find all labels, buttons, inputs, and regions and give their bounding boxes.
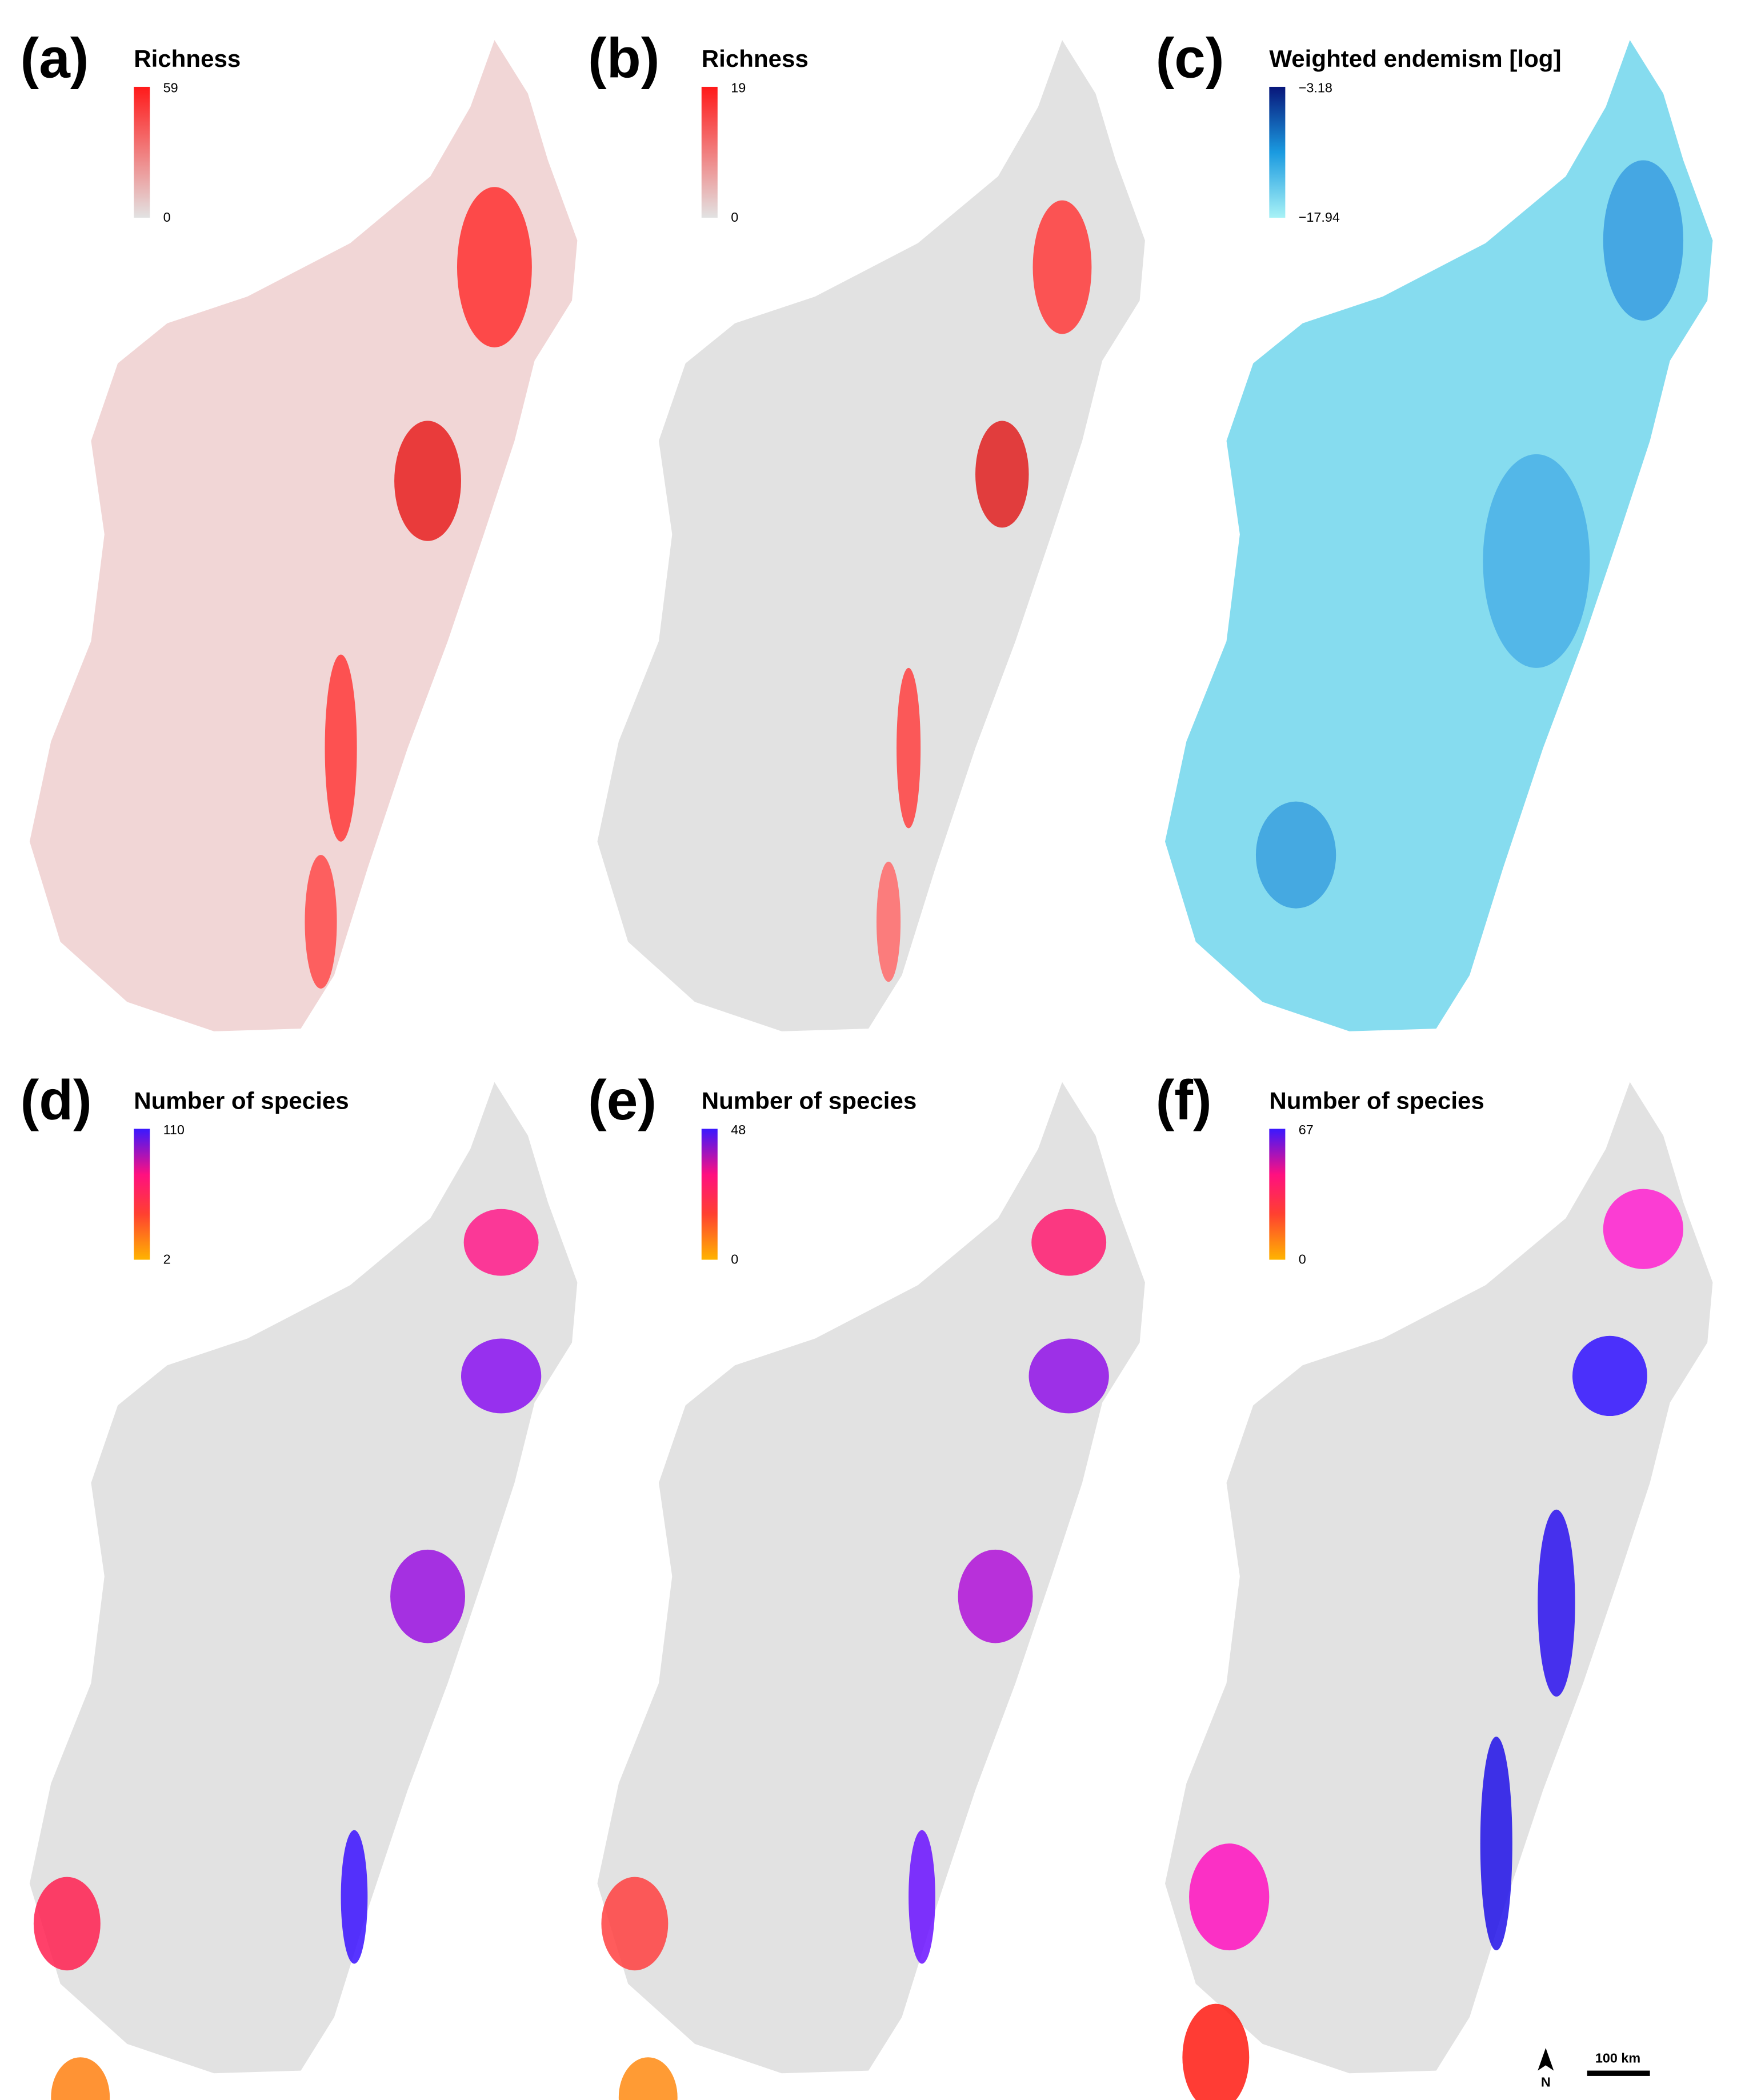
- panel-label: (d): [21, 1069, 92, 1131]
- legend-colorbar: [1269, 1129, 1286, 1260]
- panel-label: (b): [588, 27, 659, 90]
- island-map: [29, 1082, 578, 2074]
- map-panel: (c) Weighted endemism [log] −3.18 −17.94: [1156, 27, 1713, 1031]
- legend-title: Number of species: [702, 1087, 916, 1114]
- map-region: [1255, 801, 1336, 909]
- map-region: [1483, 454, 1590, 668]
- legend-title: Number of species: [134, 1087, 349, 1114]
- legend-min: 0: [731, 1252, 738, 1267]
- map-region: [325, 654, 357, 842]
- legend-title: Number of species: [1269, 1087, 1484, 1114]
- map-region: [876, 861, 901, 982]
- map-region: [1480, 1737, 1512, 1951]
- map-region: [1182, 2003, 1250, 2100]
- panel-label: (a): [21, 27, 89, 90]
- map-panel: (e) Number of species 48 0: [588, 1069, 1145, 2100]
- legend-min: 0: [1299, 1252, 1306, 1267]
- map-region: [601, 1877, 669, 1971]
- legend-max: −3.18: [1299, 80, 1332, 95]
- legend-max: 48: [731, 1122, 746, 1137]
- legend-min: 2: [163, 1252, 171, 1267]
- map-region: [1028, 1338, 1109, 1414]
- map-panel: (a) Richness 59 0: [21, 27, 578, 1031]
- map-region: [1032, 200, 1092, 334]
- map-region: [461, 1338, 542, 1414]
- island-map: [1164, 1082, 1713, 2074]
- map-region: [908, 1830, 935, 1964]
- map-region: [896, 667, 921, 829]
- map-panel: (f) Number of species 67 0: [1156, 1069, 1713, 2100]
- map-region: [1538, 1509, 1575, 1697]
- map-region: [1603, 160, 1684, 321]
- map-region: [618, 2057, 678, 2100]
- map-region: [975, 421, 1029, 528]
- map-region: [463, 1209, 539, 1276]
- legend-max: 67: [1299, 1122, 1314, 1137]
- island-map: [597, 1082, 1145, 2074]
- map-region: [33, 1877, 101, 1971]
- legend-colorbar: [1269, 86, 1286, 218]
- map-region: [457, 187, 532, 347]
- legend-max: 19: [731, 80, 746, 95]
- map-region: [1603, 1189, 1684, 1269]
- map-region: [1572, 1335, 1647, 1417]
- legend-colorbar: [134, 86, 150, 218]
- legend-title: Richness: [702, 45, 809, 72]
- scale-bar: [1587, 2070, 1650, 2076]
- legend-min: 0: [163, 210, 171, 225]
- legend-min: 0: [731, 210, 738, 225]
- map-region: [305, 855, 337, 989]
- legend-colorbar: [701, 86, 718, 218]
- map-furniture: N 100 km: [1538, 2047, 1650, 2090]
- island-map: [1164, 40, 1713, 1031]
- panel-label: (e): [588, 1069, 657, 1131]
- legend-colorbar: [134, 1129, 150, 1260]
- legend-max: 110: [163, 1122, 185, 1137]
- island-map: [597, 40, 1145, 1031]
- panel-label: (f): [1156, 1069, 1212, 1131]
- scale-label: 100 km: [1595, 2051, 1640, 2066]
- map-region: [1031, 1209, 1107, 1276]
- legend-title: Richness: [134, 45, 241, 72]
- map-panel: (d) Number of species 110 2: [21, 1069, 578, 2100]
- map-region: [51, 2057, 110, 2100]
- legend-title: Weighted endemism [log]: [1269, 45, 1561, 72]
- panel-label: (c): [1156, 27, 1224, 90]
- north-arrow: [1538, 2047, 1554, 2071]
- map-region: [394, 421, 461, 541]
- map-region: [958, 1549, 1033, 1643]
- map-region: [1189, 1843, 1270, 1951]
- legend-max: 59: [163, 80, 178, 95]
- map-panel: (b) Richness 19 0: [588, 27, 1145, 1031]
- island-map: [29, 40, 578, 1031]
- map-region: [390, 1549, 465, 1643]
- north-label: N: [1541, 2075, 1551, 2090]
- map-region: [341, 1830, 368, 1964]
- legend-colorbar: [701, 1129, 718, 1260]
- legend-min: −17.94: [1299, 210, 1340, 225]
